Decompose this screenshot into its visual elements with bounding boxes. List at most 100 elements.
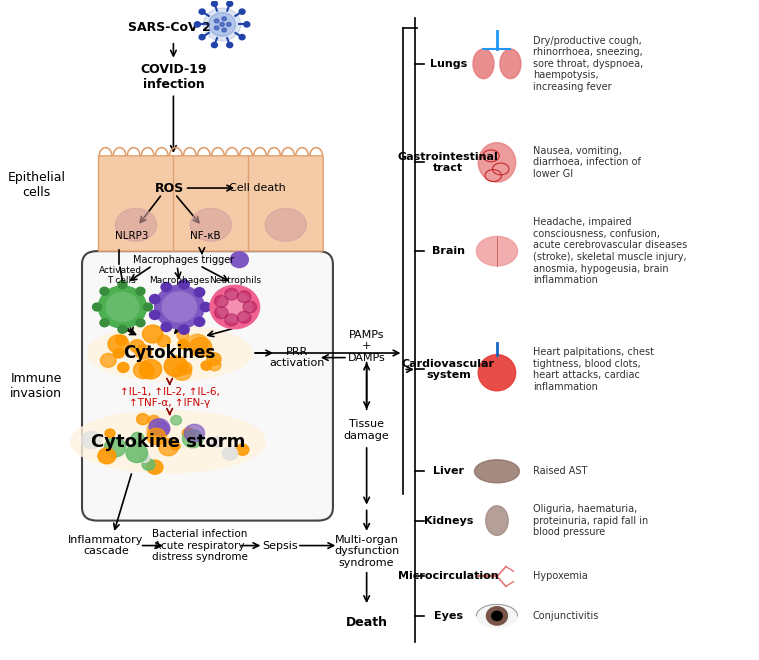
Circle shape: [161, 322, 172, 331]
Ellipse shape: [265, 209, 307, 242]
Text: SARS-CoV 2: SARS-CoV 2: [128, 21, 211, 34]
Text: Heart palpitations, chest
tightness, blood clots,
heart attacks, cardiac
inflamm: Heart palpitations, chest tightness, blo…: [533, 347, 654, 392]
Circle shape: [220, 22, 225, 26]
Circle shape: [126, 444, 147, 463]
Circle shape: [194, 22, 200, 27]
Circle shape: [140, 365, 154, 378]
Circle shape: [155, 285, 204, 329]
Circle shape: [201, 361, 212, 370]
Circle shape: [178, 325, 189, 334]
Circle shape: [104, 438, 126, 457]
FancyBboxPatch shape: [99, 156, 323, 251]
Circle shape: [136, 319, 145, 327]
Circle shape: [238, 312, 251, 323]
Ellipse shape: [500, 49, 521, 79]
Circle shape: [159, 438, 178, 455]
Circle shape: [187, 334, 208, 352]
Circle shape: [199, 9, 205, 15]
Circle shape: [239, 34, 245, 40]
Circle shape: [137, 414, 149, 424]
Text: PAMPs
+
DAMPs: PAMPs + DAMPs: [348, 330, 386, 363]
Circle shape: [244, 22, 250, 27]
Text: PRR
activation: PRR activation: [269, 346, 325, 368]
Ellipse shape: [71, 411, 266, 473]
Text: Multi-organ
dysfunction
syndrome: Multi-organ dysfunction syndrome: [334, 535, 399, 568]
Circle shape: [150, 294, 160, 304]
Circle shape: [178, 362, 192, 374]
Ellipse shape: [87, 325, 252, 381]
Circle shape: [194, 288, 205, 297]
Text: Hypoxemia: Hypoxemia: [533, 572, 587, 581]
Ellipse shape: [474, 460, 519, 483]
Circle shape: [173, 364, 191, 380]
Text: Gastrointestinal
tract: Gastrointestinal tract: [398, 152, 499, 173]
Circle shape: [150, 418, 169, 436]
Circle shape: [135, 345, 151, 359]
Circle shape: [154, 422, 170, 436]
Text: NF-κB: NF-κB: [190, 231, 220, 241]
Text: Inflammatory
cascade: Inflammatory cascade: [68, 535, 143, 556]
Circle shape: [487, 607, 508, 625]
Circle shape: [140, 453, 150, 463]
Text: Nausea, vomiting,
diarrhoea, infection of
lower GI: Nausea, vomiting, diarrhoea, infection o…: [533, 146, 641, 179]
Circle shape: [222, 16, 226, 20]
Circle shape: [143, 303, 153, 311]
Circle shape: [146, 460, 163, 475]
Circle shape: [115, 335, 127, 345]
Circle shape: [108, 335, 129, 353]
Circle shape: [222, 447, 238, 460]
Ellipse shape: [115, 209, 156, 242]
Circle shape: [142, 459, 155, 470]
Circle shape: [105, 429, 115, 438]
Text: Sepsis: Sepsis: [263, 541, 298, 550]
Circle shape: [214, 19, 219, 23]
Circle shape: [236, 444, 249, 455]
Circle shape: [178, 280, 189, 289]
Text: Conjunctivitis: Conjunctivitis: [533, 611, 600, 621]
Circle shape: [214, 26, 219, 30]
Circle shape: [182, 430, 203, 447]
Text: Cell death: Cell death: [229, 183, 285, 193]
Circle shape: [184, 424, 204, 442]
Circle shape: [238, 291, 251, 303]
Circle shape: [178, 339, 189, 349]
Circle shape: [147, 420, 169, 440]
Ellipse shape: [486, 506, 509, 535]
Circle shape: [81, 432, 101, 449]
Circle shape: [131, 432, 144, 444]
Circle shape: [227, 1, 233, 7]
Circle shape: [106, 292, 139, 321]
Circle shape: [113, 348, 124, 358]
Circle shape: [143, 325, 163, 343]
Circle shape: [225, 314, 238, 326]
Circle shape: [162, 292, 197, 322]
Circle shape: [130, 340, 144, 352]
Circle shape: [200, 302, 211, 312]
Text: COVID-19
infection: COVID-19 infection: [140, 63, 206, 91]
Circle shape: [182, 428, 195, 439]
Text: Oliguria, haematuria,
proteinuria, rapid fall in
blood pressure: Oliguria, haematuria, proteinuria, rapid…: [533, 504, 648, 537]
Text: Cytokine storm: Cytokine storm: [91, 433, 245, 451]
Ellipse shape: [477, 236, 518, 266]
Circle shape: [99, 286, 146, 328]
Circle shape: [212, 437, 223, 447]
Circle shape: [212, 1, 217, 7]
Circle shape: [492, 611, 502, 620]
Ellipse shape: [478, 143, 515, 182]
Circle shape: [227, 42, 233, 48]
Text: Brain: Brain: [432, 246, 465, 256]
Circle shape: [171, 416, 181, 425]
Text: Death: Death: [345, 616, 388, 629]
Ellipse shape: [473, 49, 494, 79]
Circle shape: [209, 13, 235, 36]
Circle shape: [146, 428, 165, 445]
Circle shape: [207, 352, 221, 365]
Text: Macrophages: Macrophages: [150, 277, 209, 285]
Circle shape: [215, 307, 228, 319]
Circle shape: [215, 296, 228, 307]
Text: Bacterial infection
Acute respiratory
distress syndrome: Bacterial infection Acute respiratory di…: [152, 529, 247, 562]
Circle shape: [136, 287, 145, 295]
Circle shape: [98, 448, 116, 464]
Circle shape: [239, 9, 245, 15]
Circle shape: [212, 42, 217, 48]
